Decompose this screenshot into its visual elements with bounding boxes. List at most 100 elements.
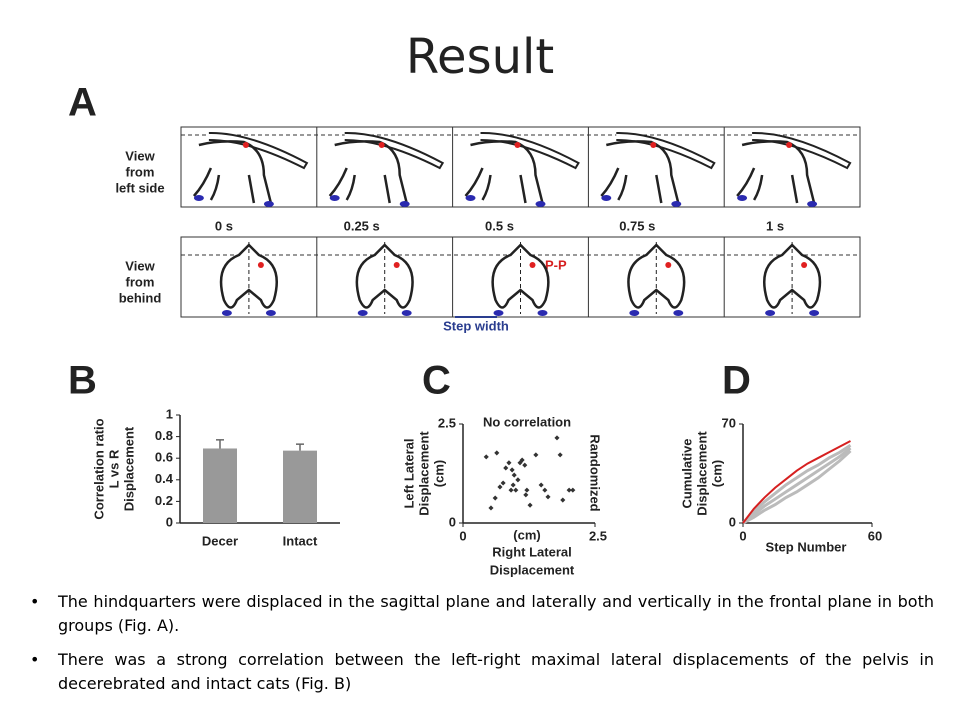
time-label: 0.25 s bbox=[344, 218, 380, 233]
paw bbox=[673, 310, 684, 316]
point bbox=[503, 465, 509, 471]
cat-body bbox=[736, 140, 816, 204]
point bbox=[510, 482, 516, 488]
point bbox=[524, 487, 530, 493]
bullet: The hindquarters were displaced in the s… bbox=[30, 590, 934, 638]
time-label: 0.75 s bbox=[619, 218, 655, 233]
point bbox=[566, 487, 572, 493]
y-tick-label: 0.2 bbox=[155, 493, 173, 508]
paw bbox=[357, 310, 368, 316]
frame bbox=[180, 236, 861, 318]
row-label: behind bbox=[119, 290, 162, 305]
point bbox=[494, 450, 500, 456]
bar bbox=[203, 448, 237, 523]
paw bbox=[465, 195, 476, 201]
point bbox=[497, 484, 503, 490]
paw bbox=[671, 201, 682, 207]
paw bbox=[629, 310, 640, 316]
paw bbox=[329, 195, 340, 201]
point bbox=[508, 487, 514, 493]
y-tick-label: 1 bbox=[166, 406, 173, 421]
point bbox=[500, 480, 506, 486]
y-axis-label: Displacement bbox=[121, 426, 136, 511]
point bbox=[523, 492, 529, 498]
cat-body bbox=[464, 140, 544, 204]
y-axis-label: (cm) bbox=[709, 460, 724, 487]
marker bbox=[529, 262, 536, 268]
x-tick-label: 60 bbox=[868, 528, 882, 543]
point bbox=[509, 467, 515, 473]
point bbox=[492, 495, 498, 501]
y-tick-label: 0 bbox=[166, 514, 173, 529]
paw bbox=[807, 201, 818, 207]
point bbox=[522, 462, 528, 468]
marker bbox=[393, 262, 400, 268]
line bbox=[742, 446, 852, 525]
y-axis-label: L vs R bbox=[106, 449, 121, 488]
cat-tail bbox=[344, 131, 445, 170]
y-axis-label: Correlation ratio bbox=[91, 418, 106, 519]
row-label: left side bbox=[115, 180, 164, 195]
point bbox=[506, 460, 512, 466]
row-label: View bbox=[125, 148, 155, 163]
panel-label: C bbox=[422, 359, 451, 403]
paw bbox=[537, 310, 548, 316]
y-axis-label: (cm) bbox=[431, 460, 446, 487]
cat-body bbox=[328, 140, 408, 204]
line bbox=[742, 449, 852, 525]
y-axis-label: Left Lateral bbox=[401, 438, 416, 508]
paw bbox=[601, 195, 612, 201]
point bbox=[560, 497, 566, 503]
paw bbox=[493, 310, 504, 316]
paw bbox=[737, 195, 748, 201]
x-tick-label: 0 bbox=[459, 528, 466, 543]
cat-body bbox=[600, 140, 680, 204]
point bbox=[554, 435, 560, 441]
cat-rear bbox=[355, 243, 414, 309]
marker bbox=[786, 142, 793, 148]
marker bbox=[514, 142, 521, 148]
y-tick-label: 0.8 bbox=[155, 428, 173, 443]
paw bbox=[765, 310, 776, 316]
x-tick-label: Decer bbox=[202, 533, 238, 548]
panel-label: B bbox=[68, 359, 97, 403]
marker bbox=[650, 142, 657, 148]
row-label: from bbox=[126, 164, 155, 179]
x-axis-label: Right Lateral bbox=[492, 544, 571, 559]
annotation: Step width bbox=[443, 318, 509, 333]
paw bbox=[221, 310, 232, 316]
bar bbox=[283, 450, 317, 523]
y-tick-label: 70 bbox=[722, 415, 736, 430]
cat-tail bbox=[616, 131, 716, 170]
y-tick-label: 0 bbox=[729, 514, 736, 529]
bullet-list: The hindquarters were displaced in the s… bbox=[30, 590, 934, 706]
paw bbox=[401, 310, 412, 316]
x-axis-label: Displacement bbox=[490, 562, 575, 577]
y-axis-label: Displacement bbox=[694, 431, 709, 516]
time-label: 1 s bbox=[766, 218, 784, 233]
y-tick-label: 0 bbox=[449, 514, 456, 529]
cat-tail bbox=[208, 131, 309, 170]
marker bbox=[665, 262, 672, 268]
point bbox=[483, 454, 489, 460]
point bbox=[488, 505, 494, 511]
x-axis-label: Step Number bbox=[766, 539, 847, 554]
x-unit: (cm) bbox=[513, 527, 540, 542]
cat-rear bbox=[491, 243, 550, 309]
point bbox=[513, 487, 519, 493]
point bbox=[557, 452, 563, 458]
cat-rear bbox=[627, 243, 686, 309]
y-tick-label: 0.6 bbox=[155, 450, 173, 465]
slide-title: Result bbox=[406, 29, 554, 85]
cat-tail bbox=[480, 131, 580, 170]
x-tick-label: 0 bbox=[739, 528, 746, 543]
panel-label: A bbox=[68, 81, 97, 125]
cat-rear bbox=[763, 243, 822, 309]
row-label: from bbox=[126, 274, 155, 289]
point bbox=[542, 487, 548, 493]
point bbox=[515, 477, 521, 483]
cat-rear bbox=[219, 243, 278, 309]
bullet: There was a strong correlation between t… bbox=[30, 648, 934, 696]
